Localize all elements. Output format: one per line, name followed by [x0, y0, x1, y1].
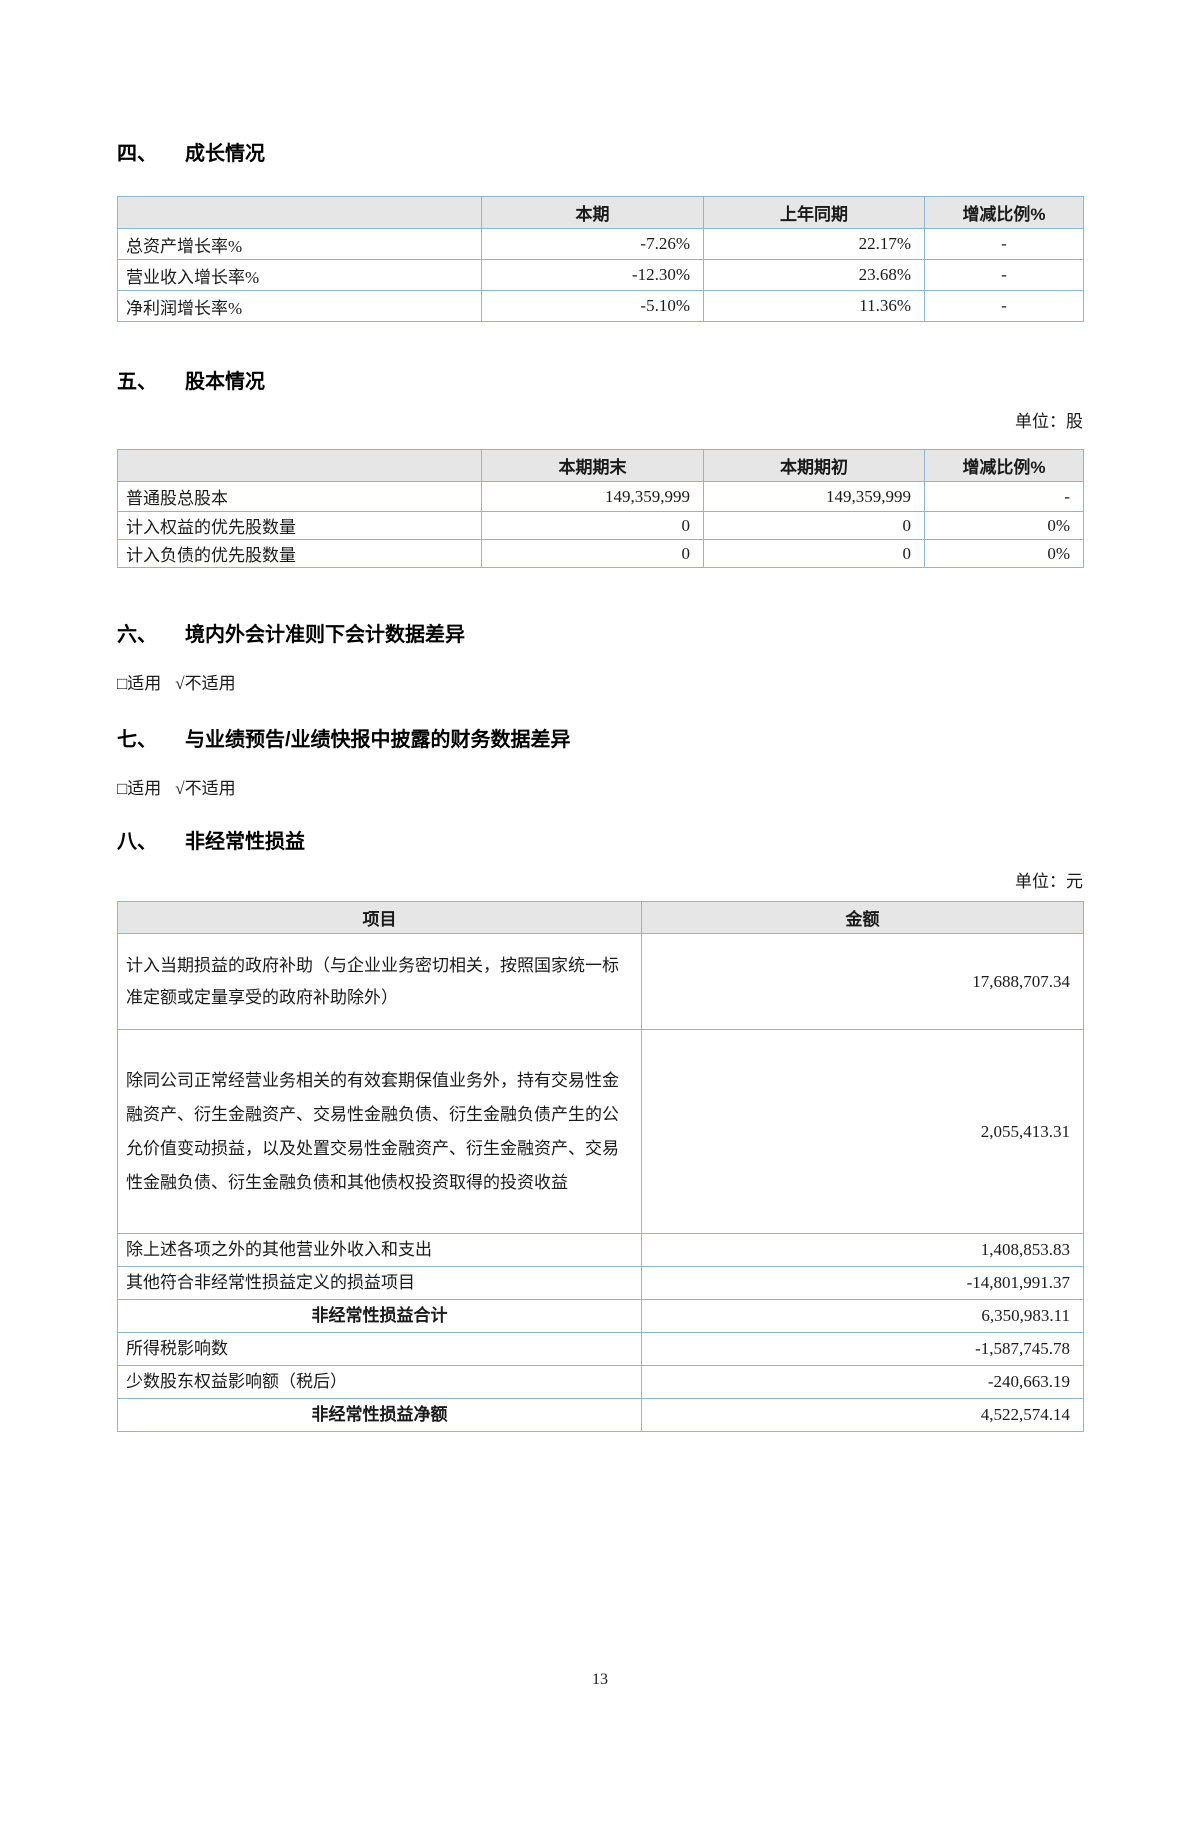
nonrecurring-row-amount: 2,055,413.31 [641, 1029, 1084, 1234]
section-accounting-diff-number: 六、 [117, 624, 157, 646]
section-growth-number: 四、 [117, 143, 157, 165]
growth-row-label: 净利润增长率% [117, 290, 482, 322]
applicable-option: □适用 [117, 779, 162, 798]
nonrecurring-row-label: 除上述各项之外的其他营业外收入和支出 [117, 1233, 642, 1267]
table-row: 其他符合非经常性损益定义的损益项目 -14,801,991.37 [117, 1266, 1084, 1300]
table-row-total: 非经常性损益净额 4,522,574.14 [117, 1398, 1084, 1432]
table-row: 总资产增长率% -7.26% 22.17% - [117, 228, 1084, 260]
growth-row-prior: 11.36% [703, 290, 925, 322]
table-row-subtotal: 非经常性损益合计 6,350,983.11 [117, 1299, 1084, 1333]
growth-row-prior: 23.68% [703, 259, 925, 291]
section-accounting-diff-title: 境内外会计准则下会计数据差异 [185, 624, 465, 646]
not-applicable-option: √不适用 [175, 674, 236, 693]
nonrecurring-subtotal-amount: 6,350,983.11 [641, 1299, 1084, 1333]
section-forecast-diff-title: 与业绩预告/业绩快报中披露的财务数据差异 [185, 729, 571, 751]
table-row: 计入当期损益的政府补助（与企业业务密切相关，按照国家统一标准定额或定量享受的政府… [117, 933, 1084, 1030]
nonrecurring-subtotal-label: 非经常性损益合计 [117, 1299, 642, 1333]
applicable-option: □适用 [117, 674, 162, 693]
accounting-diff-applicability: □适用 √不适用 [117, 672, 1083, 696]
nonrecurring-table-header-row: 项目 金额 [117, 901, 1084, 934]
table-row: 计入负债的优先股数量 0 0 0% [117, 539, 1084, 568]
section-forecast-diff-number: 七、 [117, 729, 157, 751]
growth-table-header-row: 本期 上年同期 增减比例% [117, 196, 1084, 229]
nonrecurring-row-amount: 17,688,707.34 [641, 933, 1084, 1030]
capital-row-begin: 0 [703, 539, 925, 568]
growth-table: 本期 上年同期 增减比例% 总资产增长率% -7.26% 22.17% - 营业… [117, 196, 1084, 322]
nonrecurring-row-label: 计入当期损益的政府补助（与企业业务密切相关，按照国家统一标准定额或定量享受的政府… [117, 933, 642, 1030]
nonrecurring-total-label: 非经常性损益净额 [117, 1398, 642, 1432]
capital-header-end: 本期期末 [481, 449, 704, 482]
forecast-diff-applicability: □适用 √不适用 [117, 777, 1083, 801]
nonrecurring-row-amount: -14,801,991.37 [641, 1266, 1084, 1300]
section-capital-number: 五、 [117, 371, 157, 393]
capital-row-label: 普通股总股本 [117, 481, 482, 512]
nonrecurring-row-label: 其他符合非经常性损益定义的损益项目 [117, 1266, 642, 1300]
nonrecurring-row-amount: -240,663.19 [641, 1365, 1084, 1399]
growth-header-blank [117, 196, 482, 229]
nonrecurring-unit-label: 单位：元 [1015, 872, 1083, 891]
nonrecurring-row-amount: 1,408,853.83 [641, 1233, 1084, 1267]
table-row: 除同公司正常经营业务相关的有效套期保值业务外，持有交易性金融资产、衍生金融资产、… [117, 1029, 1084, 1234]
nonrecurring-row-label: 所得税影响数 [117, 1332, 642, 1366]
not-applicable-option: √不适用 [175, 779, 236, 798]
capital-header-begin: 本期期初 [703, 449, 925, 482]
table-row: 少数股东权益影响额（税后） -240,663.19 [117, 1365, 1084, 1399]
nonrecurring-header-item: 项目 [117, 901, 642, 934]
nonrecurring-total-amount: 4,522,574.14 [641, 1398, 1084, 1432]
capital-row-end: 0 [481, 539, 704, 568]
page-number: 13 [592, 1671, 608, 1688]
table-row: 普通股总股本 149,359,999 149,359,999 - [117, 481, 1084, 512]
nonrecurring-header-amount: 金额 [641, 901, 1084, 934]
growth-row-label: 营业收入增长率% [117, 259, 482, 291]
growth-row-change: - [924, 259, 1084, 291]
nonrecurring-row-label: 少数股东权益影响额（税后） [117, 1365, 642, 1399]
section-nonrecurring-heading: 八、 非经常性损益 [117, 829, 1083, 855]
capital-row-begin: 149,359,999 [703, 481, 925, 512]
nonrecurring-row-label: 除同公司正常经营业务相关的有效套期保值业务外，持有交易性金融资产、衍生金融资产、… [117, 1029, 642, 1234]
table-row: 净利润增长率% -5.10% 11.36% - [117, 290, 1084, 322]
section-growth-heading: 四、 成长情况 [117, 141, 1083, 167]
growth-row-current: -12.30% [481, 259, 704, 291]
nonrecurring-row-amount: -1,587,745.78 [641, 1332, 1084, 1366]
section-nonrecurring-title: 非经常性损益 [185, 831, 305, 853]
growth-header-change: 增减比例% [924, 196, 1084, 229]
section-capital-heading: 五、 股本情况 [117, 369, 1083, 395]
capital-header-change: 增减比例% [924, 449, 1084, 482]
capital-table-header-row: 本期期末 本期期初 增减比例% [117, 449, 1084, 482]
capital-row-end: 149,359,999 [481, 481, 704, 512]
nonrecurring-table: 项目 金额 计入当期损益的政府补助（与企业业务密切相关，按照国家统一标准定额或定… [117, 901, 1084, 1432]
growth-row-current: -7.26% [481, 228, 704, 260]
growth-row-label: 总资产增长率% [117, 228, 482, 260]
section-growth-title: 成长情况 [185, 143, 265, 165]
capital-header-blank [117, 449, 482, 482]
report-page: 四、 成长情况 本期 上年同期 增减比例% 总资产增长率% -7.26% 22.1… [0, 141, 1200, 1837]
growth-row-change: - [924, 228, 1084, 260]
capital-row-label: 计入负债的优先股数量 [117, 539, 482, 568]
section-accounting-diff-heading: 六、 境内外会计准则下会计数据差异 [117, 622, 1083, 648]
growth-row-current: -5.10% [481, 290, 704, 322]
capital-unit-label: 单位：股 [1015, 412, 1083, 431]
growth-row-change: - [924, 290, 1084, 322]
capital-row-label: 计入权益的优先股数量 [117, 511, 482, 540]
growth-row-prior: 22.17% [703, 228, 925, 260]
capital-row-begin: 0 [703, 511, 925, 540]
table-row: 除上述各项之外的其他营业外收入和支出 1,408,853.83 [117, 1233, 1084, 1267]
table-row: 营业收入增长率% -12.30% 23.68% - [117, 259, 1084, 291]
growth-header-current: 本期 [481, 196, 704, 229]
capital-row-end: 0 [481, 511, 704, 540]
capital-row-change: 0% [924, 539, 1084, 568]
table-row: 计入权益的优先股数量 0 0 0% [117, 511, 1084, 540]
capital-row-change: - [924, 481, 1084, 512]
section-capital-title: 股本情况 [185, 371, 265, 393]
table-row: 所得税影响数 -1,587,745.78 [117, 1332, 1084, 1366]
growth-header-prior: 上年同期 [703, 196, 925, 229]
section-nonrecurring-number: 八、 [117, 831, 157, 853]
section-forecast-diff-heading: 七、 与业绩预告/业绩快报中披露的财务数据差异 [117, 727, 1083, 753]
capital-row-change: 0% [924, 511, 1084, 540]
capital-table: 本期期末 本期期初 增减比例% 普通股总股本 149,359,999 149,3… [117, 449, 1084, 568]
